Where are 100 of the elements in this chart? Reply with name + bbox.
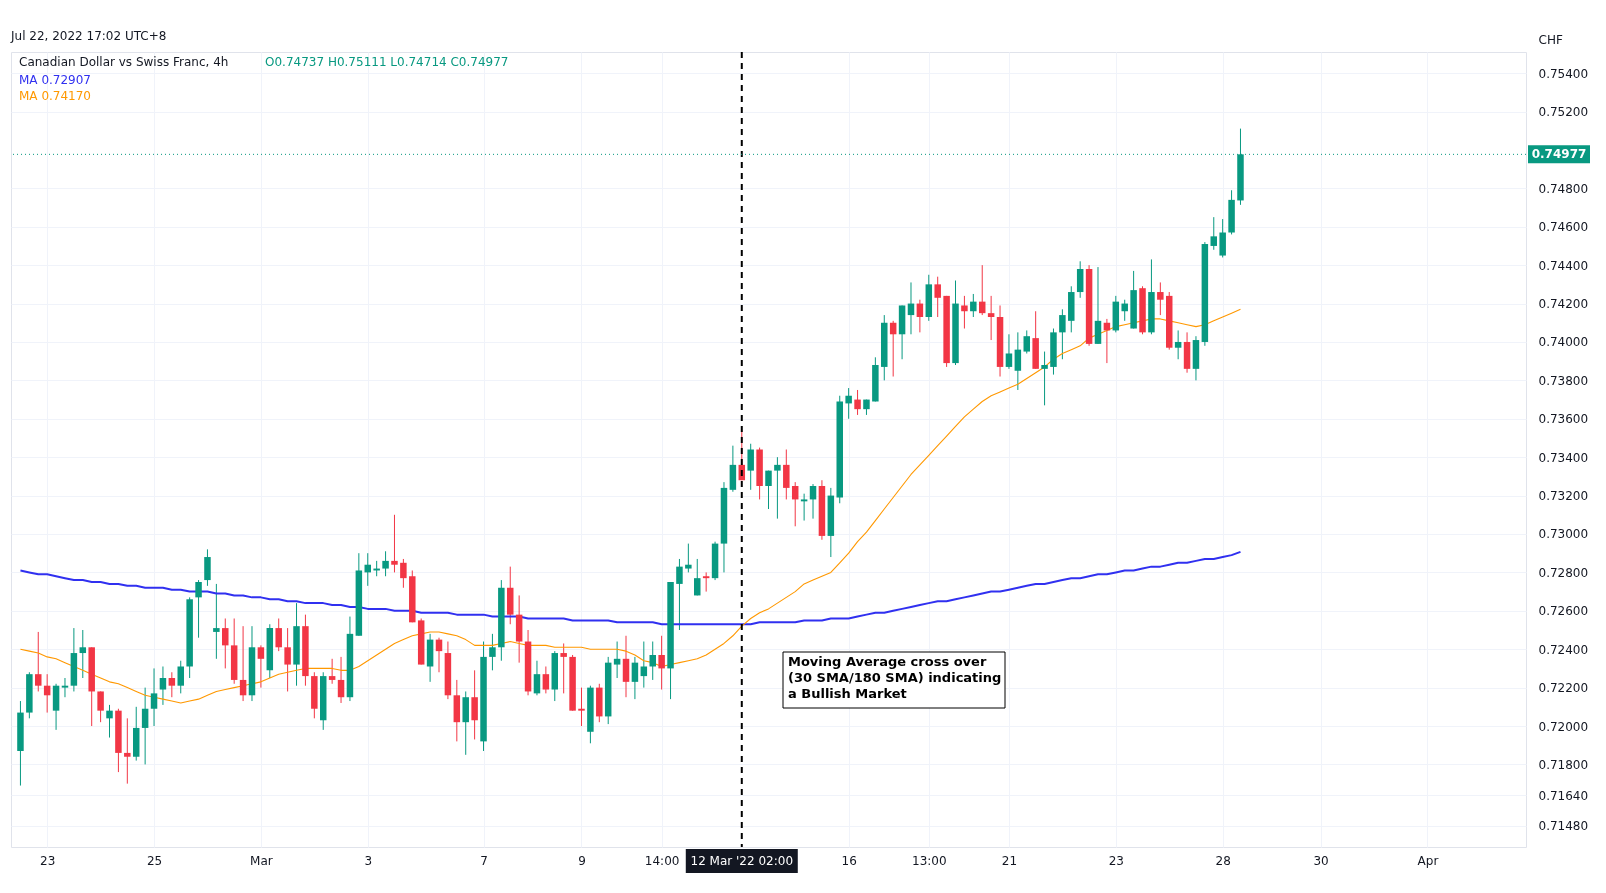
- candlestick: [854, 389, 861, 416]
- candlestick: [809, 483, 817, 520]
- candlestick: [1174, 329, 1182, 360]
- y-tick-label: 0.73800: [1538, 373, 1589, 388]
- y-tick-label: 0.75200: [1538, 105, 1589, 120]
- candlestick: [702, 571, 710, 593]
- x-tick-label: 3: [364, 853, 373, 868]
- y-tick-label: 0.72800: [1538, 565, 1589, 580]
- candlestick: [382, 550, 389, 577]
- candlestick: [489, 633, 496, 671]
- candlestick: [613, 641, 621, 679]
- x-tick-label: 30: [1313, 853, 1329, 868]
- line-series: [19, 550, 1242, 626]
- candlestick: [150, 667, 158, 727]
- text: MA 0.72907: [19, 73, 91, 87]
- y-tick-label: 0.72600: [1538, 604, 1589, 619]
- candlestick: [1005, 333, 1013, 370]
- candlestick: [1023, 329, 1030, 354]
- candlestick: [1121, 299, 1128, 322]
- candlestick: [1157, 281, 1164, 316]
- x-tick-label: 23: [40, 853, 56, 868]
- x-tick-label: 13:00: [912, 853, 947, 868]
- candlestick: [106, 704, 113, 739]
- candlestick: [239, 625, 247, 702]
- candlestick: [213, 583, 220, 660]
- candlestick: [195, 579, 202, 639]
- candlestick: [124, 717, 131, 785]
- x-tick-label: 23: [1108, 853, 1124, 868]
- candlestick: [257, 644, 265, 689]
- x-tick-label: Mar: [250, 853, 273, 868]
- candlestick: [284, 627, 291, 692]
- annotation: Moving Average cross over (30 SMA/180 SMA) indicating a Bullish Market: [788, 654, 1002, 701]
- y-tick-label: 0.73000: [1538, 527, 1589, 542]
- x-tick-label: 12 Mar '22 02:00: [690, 854, 794, 868]
- candlestick: [61, 677, 69, 698]
- y-tick-label: 0.72000: [1538, 719, 1589, 734]
- candlestick: [631, 656, 639, 700]
- y-tick-label: 0.73600: [1538, 412, 1589, 427]
- chart-title: Canadian Dollar vs Swiss Franc, 4h: [19, 55, 229, 69]
- candlestick: [328, 658, 336, 685]
- candlestick: [542, 665, 550, 694]
- candlestick: [961, 295, 968, 330]
- candlestick: [471, 669, 478, 740]
- y-tick-label: 0.71800: [1538, 757, 1589, 772]
- y-tick-label: 0.74600: [1538, 220, 1589, 235]
- candlestick: [1219, 218, 1226, 258]
- y-tick-label: 0.72400: [1538, 642, 1589, 657]
- candlestick: [337, 656, 345, 704]
- candlestick: [791, 481, 799, 527]
- candlestick: [1014, 331, 1022, 391]
- candlestick: [222, 617, 229, 669]
- text: Jul 22, 2022 17:02 UTC+8: [10, 29, 167, 43]
- candlestick: [658, 635, 665, 691]
- annotation: O0.74737 H0.75111 L0.74714 C0.74977: [265, 55, 509, 69]
- y-tick-label: 0.71480: [1538, 819, 1589, 834]
- x-tick-label: 21: [1001, 853, 1018, 868]
- candlestick: [35, 631, 42, 692]
- candlestick: [765, 470, 772, 510]
- y-tick-label: 0.75400: [1538, 66, 1589, 81]
- y-tick-label: 0.73400: [1538, 450, 1589, 465]
- candlestick: [1076, 260, 1084, 299]
- candlestick: [1041, 351, 1048, 406]
- candlestick: [168, 671, 176, 698]
- candlestick: [934, 276, 941, 318]
- candlestick: [970, 293, 977, 318]
- candlestick: [275, 617, 282, 652]
- y-tick-label: 0.74400: [1538, 258, 1589, 273]
- text: MA 0.74170: [19, 89, 91, 103]
- candlestick: [1059, 308, 1066, 360]
- candlestick: [747, 443, 754, 491]
- candlestick: [685, 543, 692, 573]
- candlestick: [578, 687, 585, 727]
- candlestick: [845, 387, 852, 420]
- x-tick-label: 7: [480, 853, 488, 868]
- candlestick: [916, 299, 924, 333]
- candlestick: [1210, 216, 1218, 251]
- x-tick-label: 9: [578, 853, 586, 868]
- x-tick-label: 14:00: [644, 853, 680, 868]
- y-axis-title: CHF: [1538, 32, 1563, 47]
- candlestick: [159, 665, 167, 706]
- candlestick: [694, 558, 701, 596]
- candlestick: [533, 660, 541, 696]
- candlestick: [1094, 266, 1102, 345]
- x-tick-label: 28: [1215, 853, 1231, 868]
- candlestick: [141, 687, 149, 765]
- candlestick: [800, 493, 808, 522]
- candlestick: [204, 548, 211, 587]
- candlestick: [640, 641, 648, 689]
- candlestick: [622, 635, 630, 698]
- x-tick-label: Apr: [1417, 853, 1439, 868]
- y-tick-label: 0.74000: [1538, 335, 1589, 350]
- y-tick-label: 0.74200: [1538, 297, 1589, 312]
- candlestick: [79, 629, 87, 679]
- candlestick: [774, 456, 781, 520]
- y-tick-label: 0.74800: [1538, 181, 1589, 196]
- candlestick: [987, 295, 995, 341]
- candlestick: [649, 641, 656, 681]
- x-tick-label: 16: [841, 853, 857, 868]
- x-tick-label: 25: [146, 853, 163, 868]
- candlestick: [560, 642, 567, 694]
